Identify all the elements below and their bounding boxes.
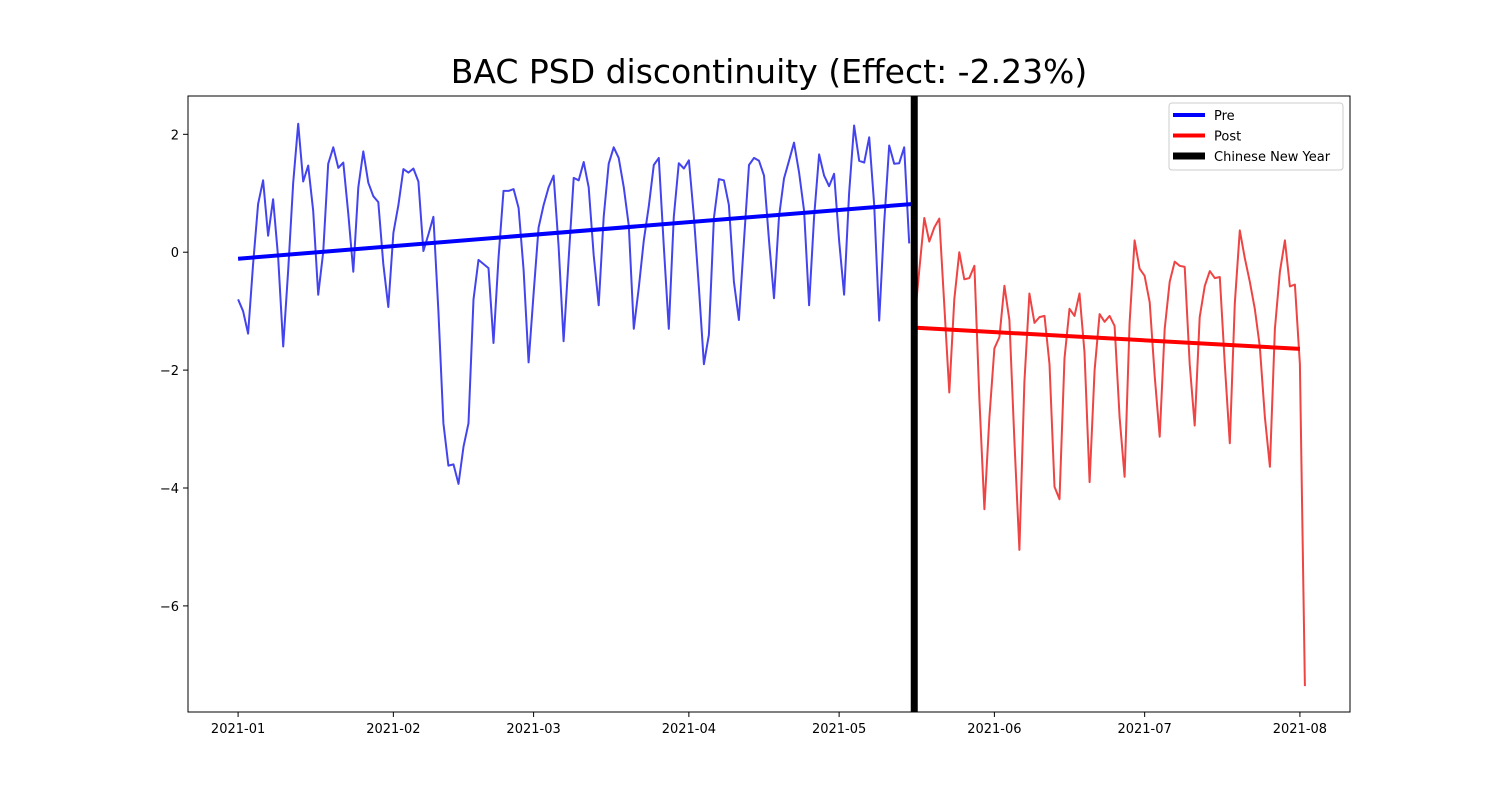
y-tick-label: −6 [160, 600, 179, 615]
chart-title: BAC PSD discontinuity (Effect: -2.23%) [450, 52, 1088, 91]
legend-label-1: Post [1214, 130, 1241, 145]
y-tick-label: −4 [160, 482, 179, 497]
x-tick-label: 2021-08 [1273, 722, 1327, 737]
x-tick-label: 2021-06 [967, 722, 1021, 737]
y-tick-label: 0 [171, 246, 179, 261]
series-layer [237, 122, 1306, 687]
trend-line-pre [237, 201, 915, 261]
trend-line-post [914, 325, 1301, 351]
legend-label-0: Pre [1214, 109, 1235, 124]
series-line-post [913, 217, 1306, 687]
y-tick-label: 2 [171, 128, 179, 143]
x-tick-label: 2021-02 [366, 722, 420, 737]
x-tick-label: 2021-07 [1117, 722, 1171, 737]
legend-layer: Pre Post Chinese New Year [1168, 102, 1344, 171]
x-tick-label: 2021-05 [812, 722, 866, 737]
x-tick-label: 2021-01 [211, 722, 265, 737]
legend-box [1168, 102, 1344, 171]
y-tick-label: −2 [160, 364, 179, 379]
x-tick-label: 2021-04 [662, 722, 716, 737]
x-tick-label: 2021-03 [506, 722, 560, 737]
plot-frame [187, 95, 1351, 713]
axes-layer: 2021-01 2021-02 2021-03 2021-04 2021-05 2021-… [160, 95, 1351, 737]
series-line-pre [237, 122, 911, 485]
trend-layer [237, 201, 1301, 351]
legend-label-2: Chinese New Year [1214, 150, 1331, 165]
